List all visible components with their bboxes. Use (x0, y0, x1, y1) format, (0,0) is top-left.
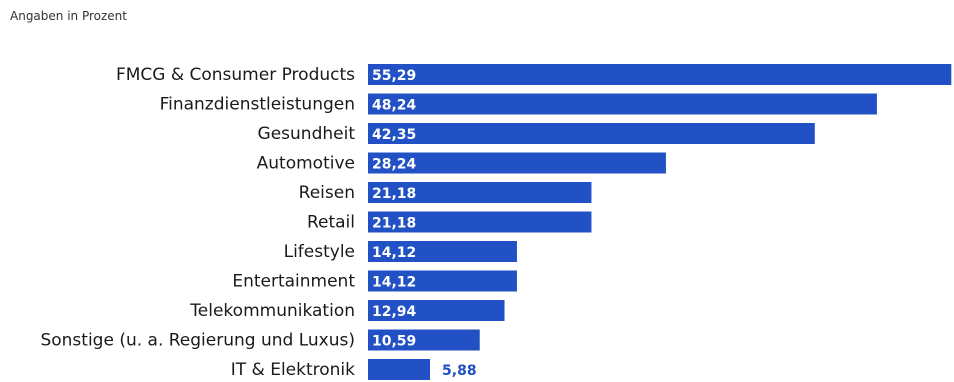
bars-layer: FMCG & Consumer Products 55,29 Finanzdiens… (40, 64, 952, 380)
value-label: 10,59 (372, 334, 416, 350)
bar (368, 93, 877, 115)
bar (368, 182, 592, 203)
category-label: Automotive (257, 154, 355, 174)
chart-subtitle: Angaben in Prozent (10, 9, 127, 23)
bar (368, 329, 480, 351)
category-label: Telekommunikation (189, 301, 355, 321)
value-label: 21,18 (372, 186, 416, 202)
bar (368, 359, 431, 380)
bar (368, 270, 517, 292)
value-label: 5,88 (442, 363, 477, 379)
category-label: Retail (307, 213, 355, 233)
bar (368, 123, 815, 144)
category-label: Reisen (299, 183, 355, 203)
value-label: 55,29 (372, 68, 416, 84)
category-label: Gesundheit (258, 124, 356, 144)
bar (368, 211, 592, 233)
bar (368, 64, 952, 85)
category-label: IT & Elektronik (231, 360, 355, 380)
category-label: Lifestyle (284, 242, 355, 262)
value-label: 21,18 (372, 216, 416, 232)
value-label: 48,24 (372, 98, 417, 114)
bar (368, 300, 505, 321)
value-label: 28,24 (372, 157, 417, 173)
value-label: 14,12 (372, 245, 416, 261)
category-label: Sonstige (u. a. Regierung und Luxus) (40, 331, 355, 351)
value-label: 14,12 (372, 275, 416, 291)
bar (368, 152, 666, 174)
category-label: Entertainment (232, 272, 355, 292)
category-label: Finanzdienstleistungen (160, 95, 355, 115)
bar (368, 241, 517, 262)
value-label: 12,94 (372, 304, 417, 320)
category-label: FMCG & Consumer Products (116, 65, 355, 85)
value-label: 42,35 (372, 127, 416, 143)
